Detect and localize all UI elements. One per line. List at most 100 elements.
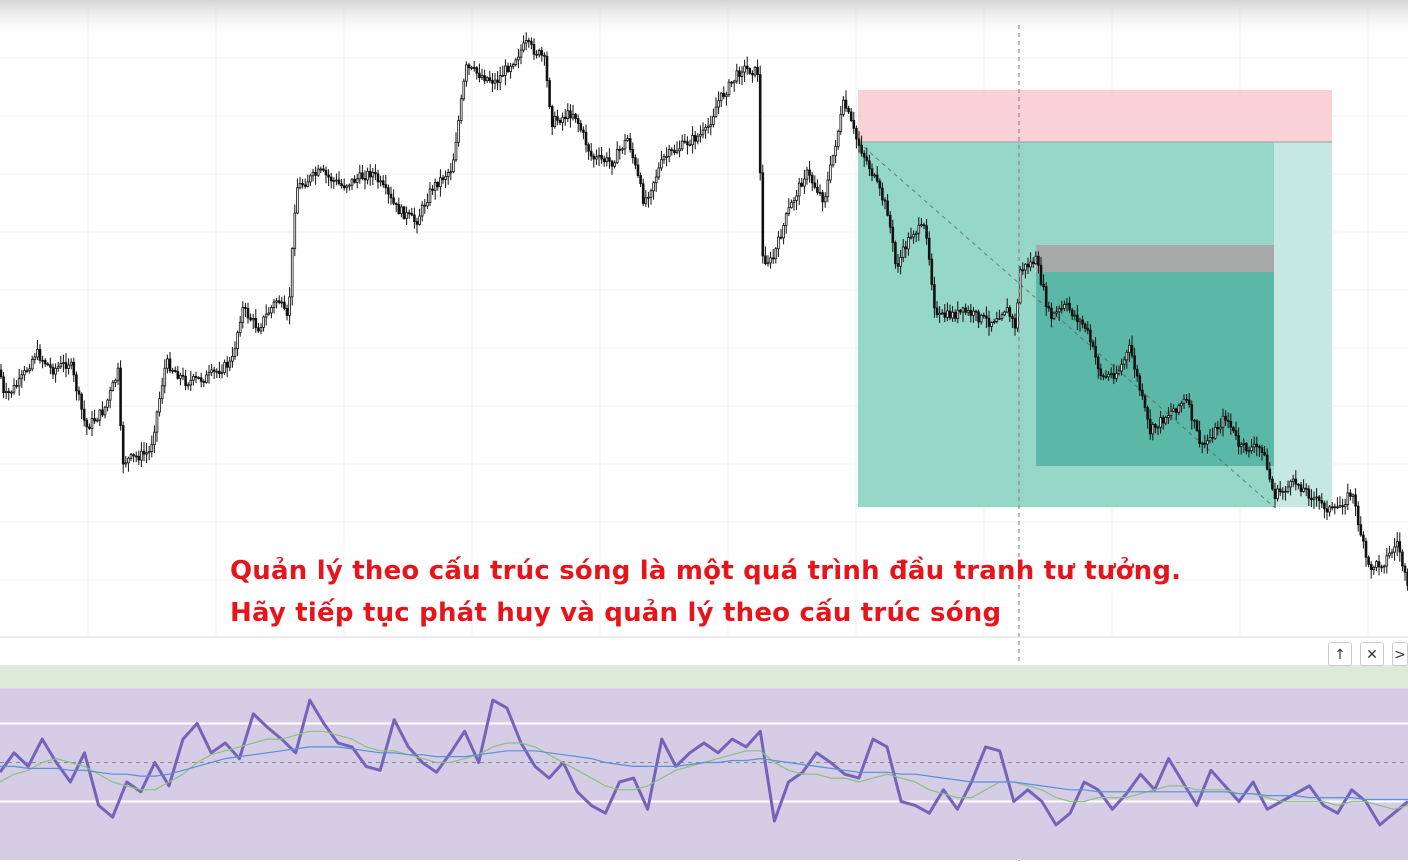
- candle: [1237, 427, 1240, 455]
- candle: [1029, 252, 1032, 272]
- candle: [719, 92, 723, 107]
- candle: [56, 361, 60, 372]
- candle-body: [218, 370, 221, 375]
- candle-body: [725, 94, 728, 97]
- candle-body: [1005, 307, 1009, 313]
- candle: [1151, 422, 1155, 441]
- candle: [1167, 406, 1170, 424]
- candle-body: [1380, 566, 1383, 569]
- candle-body: [1310, 497, 1313, 501]
- candle: [134, 451, 138, 463]
- candle: [483, 69, 486, 85]
- candle: [1039, 256, 1043, 287]
- candle: [54, 363, 57, 383]
- candle-body: [844, 99, 848, 109]
- candle: [1068, 296, 1071, 314]
- candle-body: [1055, 311, 1058, 314]
- candle-body: [114, 379, 117, 383]
- candle: [1239, 441, 1243, 455]
- candle-body: [1050, 307, 1053, 319]
- candle: [33, 352, 37, 364]
- candle-body: [153, 431, 156, 446]
- candle: [623, 133, 627, 155]
- candle: [387, 184, 390, 204]
- candle-body: [319, 168, 323, 171]
- candle: [454, 132, 458, 162]
- candle: [699, 125, 702, 143]
- candle: [374, 164, 377, 180]
- candle: [901, 239, 905, 263]
- candle: [966, 305, 970, 316]
- candle-body: [324, 169, 328, 176]
- close-pane-icon[interactable]: ✕: [1360, 642, 1384, 666]
- candle: [324, 166, 328, 184]
- candle: [600, 146, 603, 164]
- candle-body: [1250, 446, 1253, 451]
- candle-body: [493, 79, 497, 84]
- candle-body: [758, 74, 762, 174]
- more-pane-icon[interactable]: >: [1392, 642, 1408, 666]
- candle-body: [522, 42, 525, 51]
- inner-target-zone: [1036, 272, 1274, 466]
- candle-body: [236, 332, 239, 350]
- candle: [771, 248, 775, 264]
- candle: [223, 359, 226, 375]
- candle: [511, 62, 515, 70]
- candle: [537, 48, 541, 58]
- candle-body: [1133, 355, 1136, 370]
- candle-body: [101, 409, 104, 416]
- candle: [1367, 555, 1370, 568]
- candle-body: [1263, 452, 1266, 456]
- candle-body: [527, 40, 531, 42]
- candle-body: [556, 116, 559, 121]
- candle-body: [309, 175, 312, 183]
- candle: [956, 301, 960, 324]
- candle: [298, 176, 302, 190]
- candle: [701, 122, 705, 139]
- candle: [1161, 414, 1165, 430]
- candle: [639, 172, 642, 188]
- candle: [805, 166, 809, 185]
- candle-body: [12, 384, 16, 393]
- candle-body: [1203, 442, 1207, 445]
- candle-body: [23, 370, 26, 376]
- candle: [1375, 559, 1378, 571]
- candle-body: [88, 426, 91, 429]
- candle-body: [410, 213, 414, 216]
- candle: [925, 218, 928, 245]
- candle-body: [1239, 444, 1243, 447]
- move-pane-up-icon[interactable]: ↑: [1328, 642, 1352, 666]
- candle: [922, 222, 926, 230]
- inner-stop-zone: [1036, 245, 1274, 272]
- candle: [426, 193, 429, 209]
- candle-body: [64, 362, 68, 369]
- candle: [595, 149, 598, 165]
- candle-body: [1089, 329, 1092, 343]
- candle: [621, 147, 624, 154]
- candle: [592, 153, 596, 168]
- candle: [1185, 394, 1188, 403]
- candle: [46, 362, 50, 367]
- candle-body: [233, 348, 237, 357]
- candle-body: [288, 296, 291, 316]
- candle-body: [413, 214, 416, 222]
- candle-body: [974, 310, 978, 313]
- candle: [738, 66, 741, 84]
- candle: [1260, 444, 1264, 461]
- candle: [1172, 404, 1175, 413]
- candle: [405, 206, 408, 226]
- candle: [985, 306, 988, 328]
- candle: [540, 47, 544, 62]
- candle-body: [1271, 478, 1274, 490]
- candle: [194, 371, 198, 384]
- candle: [1364, 537, 1368, 567]
- candle-body: [20, 374, 24, 379]
- candle: [1011, 313, 1014, 328]
- candle: [41, 355, 44, 369]
- candle-body: [670, 149, 674, 152]
- candle: [1219, 418, 1222, 434]
- candle-body: [561, 116, 564, 123]
- candle: [1252, 436, 1256, 454]
